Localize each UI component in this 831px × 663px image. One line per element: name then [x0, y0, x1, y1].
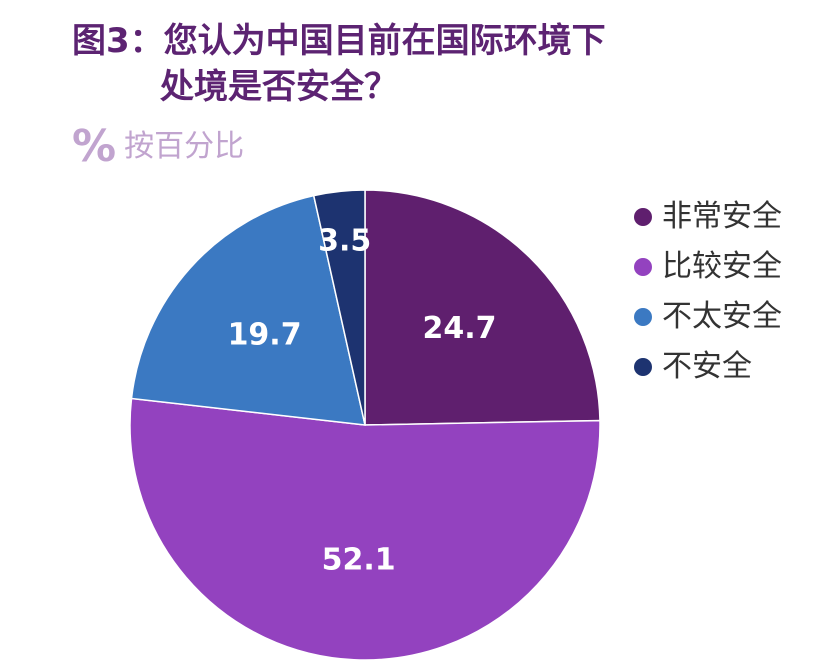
slice-value-label-2: 19.7 [228, 317, 302, 352]
legend-item-1: 比较安全 [634, 242, 782, 292]
pie-slice-3 [312, 189, 366, 426]
legend-label-1: 比较安全 [662, 249, 782, 284]
legend-swatch-3 [634, 358, 652, 376]
unit-label: 按百分比 [124, 129, 245, 164]
legend-swatch-1 [634, 258, 652, 276]
chart-title-line-2: 处境是否安全？ [160, 67, 398, 107]
legend-label-2: 不太安全 [662, 299, 782, 334]
slice-value-label-0: 24.7 [423, 311, 497, 346]
chart-legend: 非常安全比较安全不太安全不安全 [634, 192, 782, 392]
pie-slice-0 [364, 189, 601, 426]
percent-icon: % [72, 121, 117, 172]
chart-title: 图3：您认为中国目前在国际环境下 处境是否安全？ [72, 18, 606, 110]
slice-value-label-1: 52.1 [322, 542, 396, 577]
legend-item-3: 不安全 [634, 342, 782, 392]
slice-value-label-3: 3.5 [318, 224, 371, 259]
pie-slice-1 [129, 397, 601, 661]
legend-label-3: 不安全 [662, 349, 752, 384]
legend-label-0: 非常安全 [662, 199, 782, 234]
legend-swatch-2 [634, 308, 652, 326]
legend-item-0: 非常安全 [634, 192, 782, 242]
legend-swatch-0 [634, 208, 652, 226]
unit-note: % 按百分比 [72, 122, 244, 172]
pie-slice-2 [130, 194, 366, 426]
legend-item-2: 不太安全 [634, 292, 782, 342]
chart-title-line-1: 图3：您认为中国目前在国际环境下 [72, 21, 606, 61]
